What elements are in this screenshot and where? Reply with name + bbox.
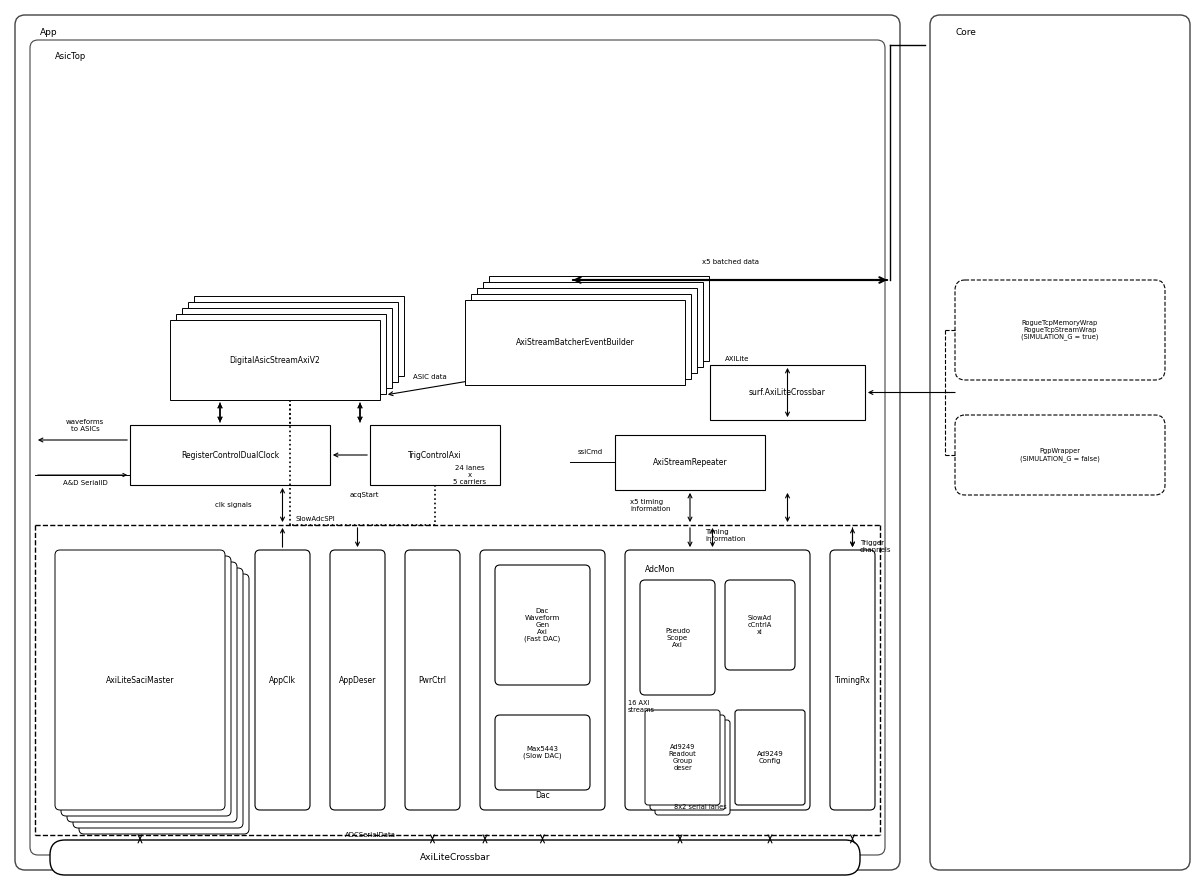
FancyBboxPatch shape [67, 562, 238, 822]
Bar [194, 296, 404, 376]
FancyBboxPatch shape [650, 715, 725, 810]
Text: AppDeser: AppDeser [338, 676, 376, 685]
Text: ssiCmd: ssiCmd [577, 449, 602, 455]
Text: clk signals: clk signals [215, 502, 252, 508]
Text: x5 timing
information: x5 timing information [630, 498, 671, 511]
Text: Pseudo
Scope
Axi: Pseudo Scope Axi [665, 628, 690, 647]
FancyBboxPatch shape [330, 550, 385, 810]
Bar [490, 276, 709, 361]
Text: Ad9249
Readout
Group
deser: Ad9249 Readout Group deser [668, 744, 696, 771]
FancyBboxPatch shape [496, 565, 590, 685]
Text: AsicTop: AsicTop [55, 52, 86, 61]
Bar [182, 308, 392, 388]
Text: App: App [40, 28, 58, 37]
Text: AxiStreamRepeater: AxiStreamRepeater [653, 458, 727, 467]
Text: 8x2 serial lanes: 8x2 serial lanes [673, 804, 726, 810]
FancyBboxPatch shape [73, 568, 242, 828]
Text: AxiLiteCrossbar: AxiLiteCrossbar [420, 853, 491, 862]
Text: surf.AxiLiteCrossbar: surf.AxiLiteCrossbar [749, 388, 826, 397]
Text: DigitalAsicStreamAxiV2: DigitalAsicStreamAxiV2 [229, 355, 320, 364]
Bar [466, 300, 685, 385]
Text: ASIC data: ASIC data [413, 374, 446, 380]
FancyBboxPatch shape [406, 550, 460, 810]
Bar [370, 425, 500, 485]
Text: SlowAdcSPI: SlowAdcSPI [295, 516, 335, 522]
FancyBboxPatch shape [61, 556, 230, 816]
Text: Ad9249
Config: Ad9249 Config [757, 751, 784, 764]
Text: TrigControlAxi: TrigControlAxi [408, 450, 462, 459]
FancyBboxPatch shape [14, 15, 900, 870]
Text: SlowAd
cCntrlA
xi: SlowAd cCntrlA xi [748, 615, 772, 635]
Bar [616, 435, 766, 490]
Text: RogueTcpMemoryWrap
RogueTcpStreamWrap
(SIMULATION_G = true): RogueTcpMemoryWrap RogueTcpStreamWrap (S… [1021, 320, 1099, 340]
Bar [710, 365, 865, 420]
FancyBboxPatch shape [79, 574, 250, 834]
Text: RegisterControlDualClock: RegisterControlDualClock [181, 450, 280, 459]
Text: A&D SerialID: A&D SerialID [62, 480, 107, 486]
Bar [470, 294, 691, 379]
FancyBboxPatch shape [734, 710, 805, 805]
Text: Dac: Dac [535, 790, 550, 799]
Text: PwrCtrl: PwrCtrl [419, 676, 446, 685]
Bar [478, 288, 697, 373]
Bar [176, 314, 386, 394]
FancyBboxPatch shape [930, 15, 1190, 870]
FancyBboxPatch shape [496, 715, 590, 790]
FancyBboxPatch shape [830, 550, 875, 810]
Text: TimingRx: TimingRx [834, 676, 870, 685]
Text: PgpWrapper
(SIMULATION_G = false): PgpWrapper (SIMULATION_G = false) [1020, 448, 1100, 462]
FancyBboxPatch shape [955, 415, 1165, 495]
Text: AxiStreamBatcherEventBuilder: AxiStreamBatcherEventBuilder [516, 338, 635, 347]
Text: ADCSerialData: ADCSerialData [344, 832, 396, 838]
Text: 16 AXI
streams: 16 AXI streams [628, 700, 655, 713]
FancyBboxPatch shape [646, 710, 720, 805]
Text: acqStart: acqStart [350, 492, 379, 498]
FancyBboxPatch shape [50, 840, 860, 875]
FancyBboxPatch shape [640, 580, 715, 695]
Text: Max5443
(Slow DAC): Max5443 (Slow DAC) [523, 746, 562, 759]
Text: AxiLiteSaciMaster: AxiLiteSaciMaster [106, 676, 174, 685]
FancyBboxPatch shape [655, 720, 730, 815]
Text: Core: Core [955, 28, 976, 37]
FancyBboxPatch shape [725, 580, 796, 670]
Text: Dac
Waveform
Gen
Axi
(Fast DAC): Dac Waveform Gen Axi (Fast DAC) [524, 607, 560, 642]
Text: AdcMon: AdcMon [646, 565, 676, 574]
FancyBboxPatch shape [625, 550, 810, 810]
Text: Timing
information: Timing information [706, 528, 745, 542]
FancyBboxPatch shape [256, 550, 310, 810]
FancyBboxPatch shape [30, 40, 886, 855]
Text: x5 batched data: x5 batched data [702, 259, 758, 265]
Text: Trigger
channels: Trigger channels [860, 540, 892, 553]
FancyBboxPatch shape [55, 550, 226, 810]
Bar [482, 282, 703, 367]
Bar [130, 425, 330, 485]
Bar [188, 302, 398, 382]
FancyBboxPatch shape [955, 280, 1165, 380]
Text: AXILite: AXILite [725, 356, 749, 362]
Text: AppClk: AppClk [269, 676, 296, 685]
FancyBboxPatch shape [480, 550, 605, 810]
Text: waveforms
to ASICs: waveforms to ASICs [66, 419, 104, 432]
Bar [170, 320, 380, 400]
Text: 24 lanes
x
5 carriers: 24 lanes x 5 carriers [454, 465, 486, 485]
